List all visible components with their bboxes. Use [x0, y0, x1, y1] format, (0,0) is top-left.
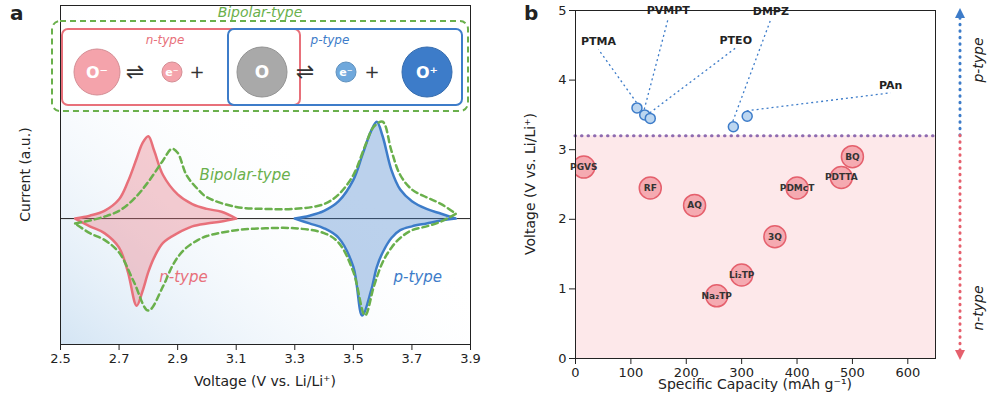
svg-text:3.5: 3.5 [343, 351, 364, 366]
svg-text:0: 0 [558, 351, 566, 366]
svg-text:RF: RF [644, 183, 657, 193]
svg-text:⇌: ⇌ [126, 59, 144, 84]
svg-text:O⁻: O⁻ [86, 63, 108, 82]
svg-text:Specific Capacity (mAh g⁻¹): Specific Capacity (mAh g⁻¹) [658, 376, 852, 392]
svg-text:e⁻: e⁻ [165, 66, 178, 79]
svg-text:3.7: 3.7 [402, 351, 423, 366]
svg-text:4: 4 [558, 72, 566, 87]
svg-text:O: O [255, 62, 269, 82]
svg-text:PVMPT: PVMPT [647, 4, 691, 17]
svg-text:AQ: AQ [687, 200, 702, 210]
svg-text:3: 3 [558, 142, 566, 157]
svg-text:Voltage (V vs. Li/Li⁺): Voltage (V vs. Li/Li⁺) [194, 373, 336, 389]
svg-text:Voltage (V vs. Li/Li⁺): Voltage (V vs. Li/Li⁺) [522, 113, 538, 255]
svg-text:b: b [524, 1, 538, 25]
svg-text:500: 500 [840, 364, 865, 380]
svg-text:400: 400 [784, 364, 810, 380]
svg-text:BQ: BQ [845, 152, 860, 162]
svg-text:⇌: ⇌ [296, 59, 314, 84]
svg-text:n-type: n-type [970, 285, 986, 330]
svg-text:a: a [10, 1, 24, 25]
svg-text:300: 300 [729, 364, 755, 380]
svg-text:3.9: 3.9 [460, 351, 481, 366]
svg-text:200: 200 [673, 364, 699, 380]
svg-text:1: 1 [558, 281, 566, 296]
svg-text:3.1: 3.1 [226, 351, 247, 366]
svg-text:PTEO: PTEO [720, 34, 752, 47]
svg-text:PGVS: PGVS [570, 162, 597, 172]
svg-text:p-type: p-type [310, 33, 350, 47]
svg-text:3Q: 3Q [768, 232, 782, 242]
svg-text:PDTTA: PDTTA [825, 172, 858, 182]
svg-text:600: 600 [895, 365, 920, 380]
svg-text:Li₂TP: Li₂TP [729, 270, 755, 280]
svg-text:PAn: PAn [879, 79, 902, 92]
svg-text:+: + [189, 61, 204, 82]
svg-text:100: 100 [618, 365, 643, 380]
svg-text:n-type: n-type [146, 33, 185, 47]
svg-text:Na₂TP: Na₂TP [702, 291, 733, 301]
svg-text:DMPZ: DMPZ [753, 5, 789, 18]
svg-text:p-type: p-type [970, 37, 986, 83]
svg-text:PDMcT: PDMcT [780, 183, 815, 193]
svg-text:O⁺: O⁺ [416, 63, 438, 82]
svg-text:Bipolar-type: Bipolar-type [218, 4, 303, 20]
svg-text:Current (a.u.): Current (a.u.) [17, 127, 33, 221]
svg-text:+: + [364, 61, 379, 82]
svg-text:e⁻: e⁻ [339, 66, 352, 79]
svg-text:n-type: n-type [159, 267, 208, 286]
svg-text:Bipolar-type: Bipolar-type [200, 166, 291, 184]
svg-text:5: 5 [558, 3, 566, 18]
svg-text:PTMA: PTMA [581, 35, 617, 48]
svg-text:2: 2 [558, 211, 566, 226]
svg-text:p-type: p-type [393, 268, 442, 286]
svg-text:3.3: 3.3 [284, 351, 305, 366]
svg-text:0: 0 [571, 365, 579, 380]
svg-text:2.7: 2.7 [109, 351, 130, 366]
svg-text:2.9: 2.9 [167, 351, 188, 366]
svg-text:2.5: 2.5 [50, 351, 71, 366]
